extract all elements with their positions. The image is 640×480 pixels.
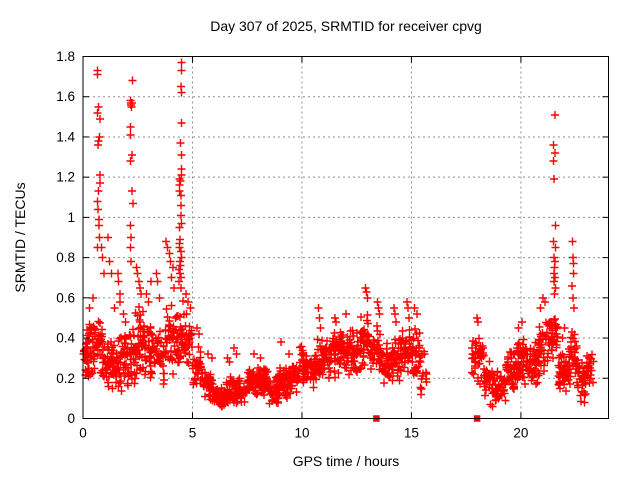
plot-border (82, 56, 609, 419)
scatter-points (79, 58, 598, 411)
x-tick-label: 10 (294, 426, 309, 441)
y-tick-label: 1 (67, 210, 75, 225)
axis-ticks (82, 56, 609, 419)
y-tick-label: 1.4 (56, 129, 75, 144)
x-tick-label: 0 (79, 426, 87, 441)
y-tick-label: 0 (67, 411, 75, 426)
y-tick-label: 0.2 (56, 371, 75, 386)
x-axis-label: GPS time / hours (292, 453, 400, 469)
y-tick-label: 0.4 (56, 331, 75, 346)
y-tick-label: 0.8 (56, 250, 75, 265)
x-tick-label: 15 (404, 426, 419, 441)
tick-labels: 0 5 10 15 20 0 0.2 0.4 0.6 0.8 1 1.2 1.4 1.6 1.8 (56, 49, 528, 441)
y-tick-label: 1.2 (56, 170, 75, 185)
x-tick-label: 20 (513, 426, 528, 441)
y-tick-label: 1.6 (56, 89, 75, 104)
chart-title: Day 307 of 2025, SRMTID for receiver cpv… (210, 18, 482, 34)
y-tick-label: 0.6 (56, 290, 75, 305)
y-tick-label: 1.8 (56, 49, 75, 64)
x-tick-label: 5 (189, 426, 197, 441)
